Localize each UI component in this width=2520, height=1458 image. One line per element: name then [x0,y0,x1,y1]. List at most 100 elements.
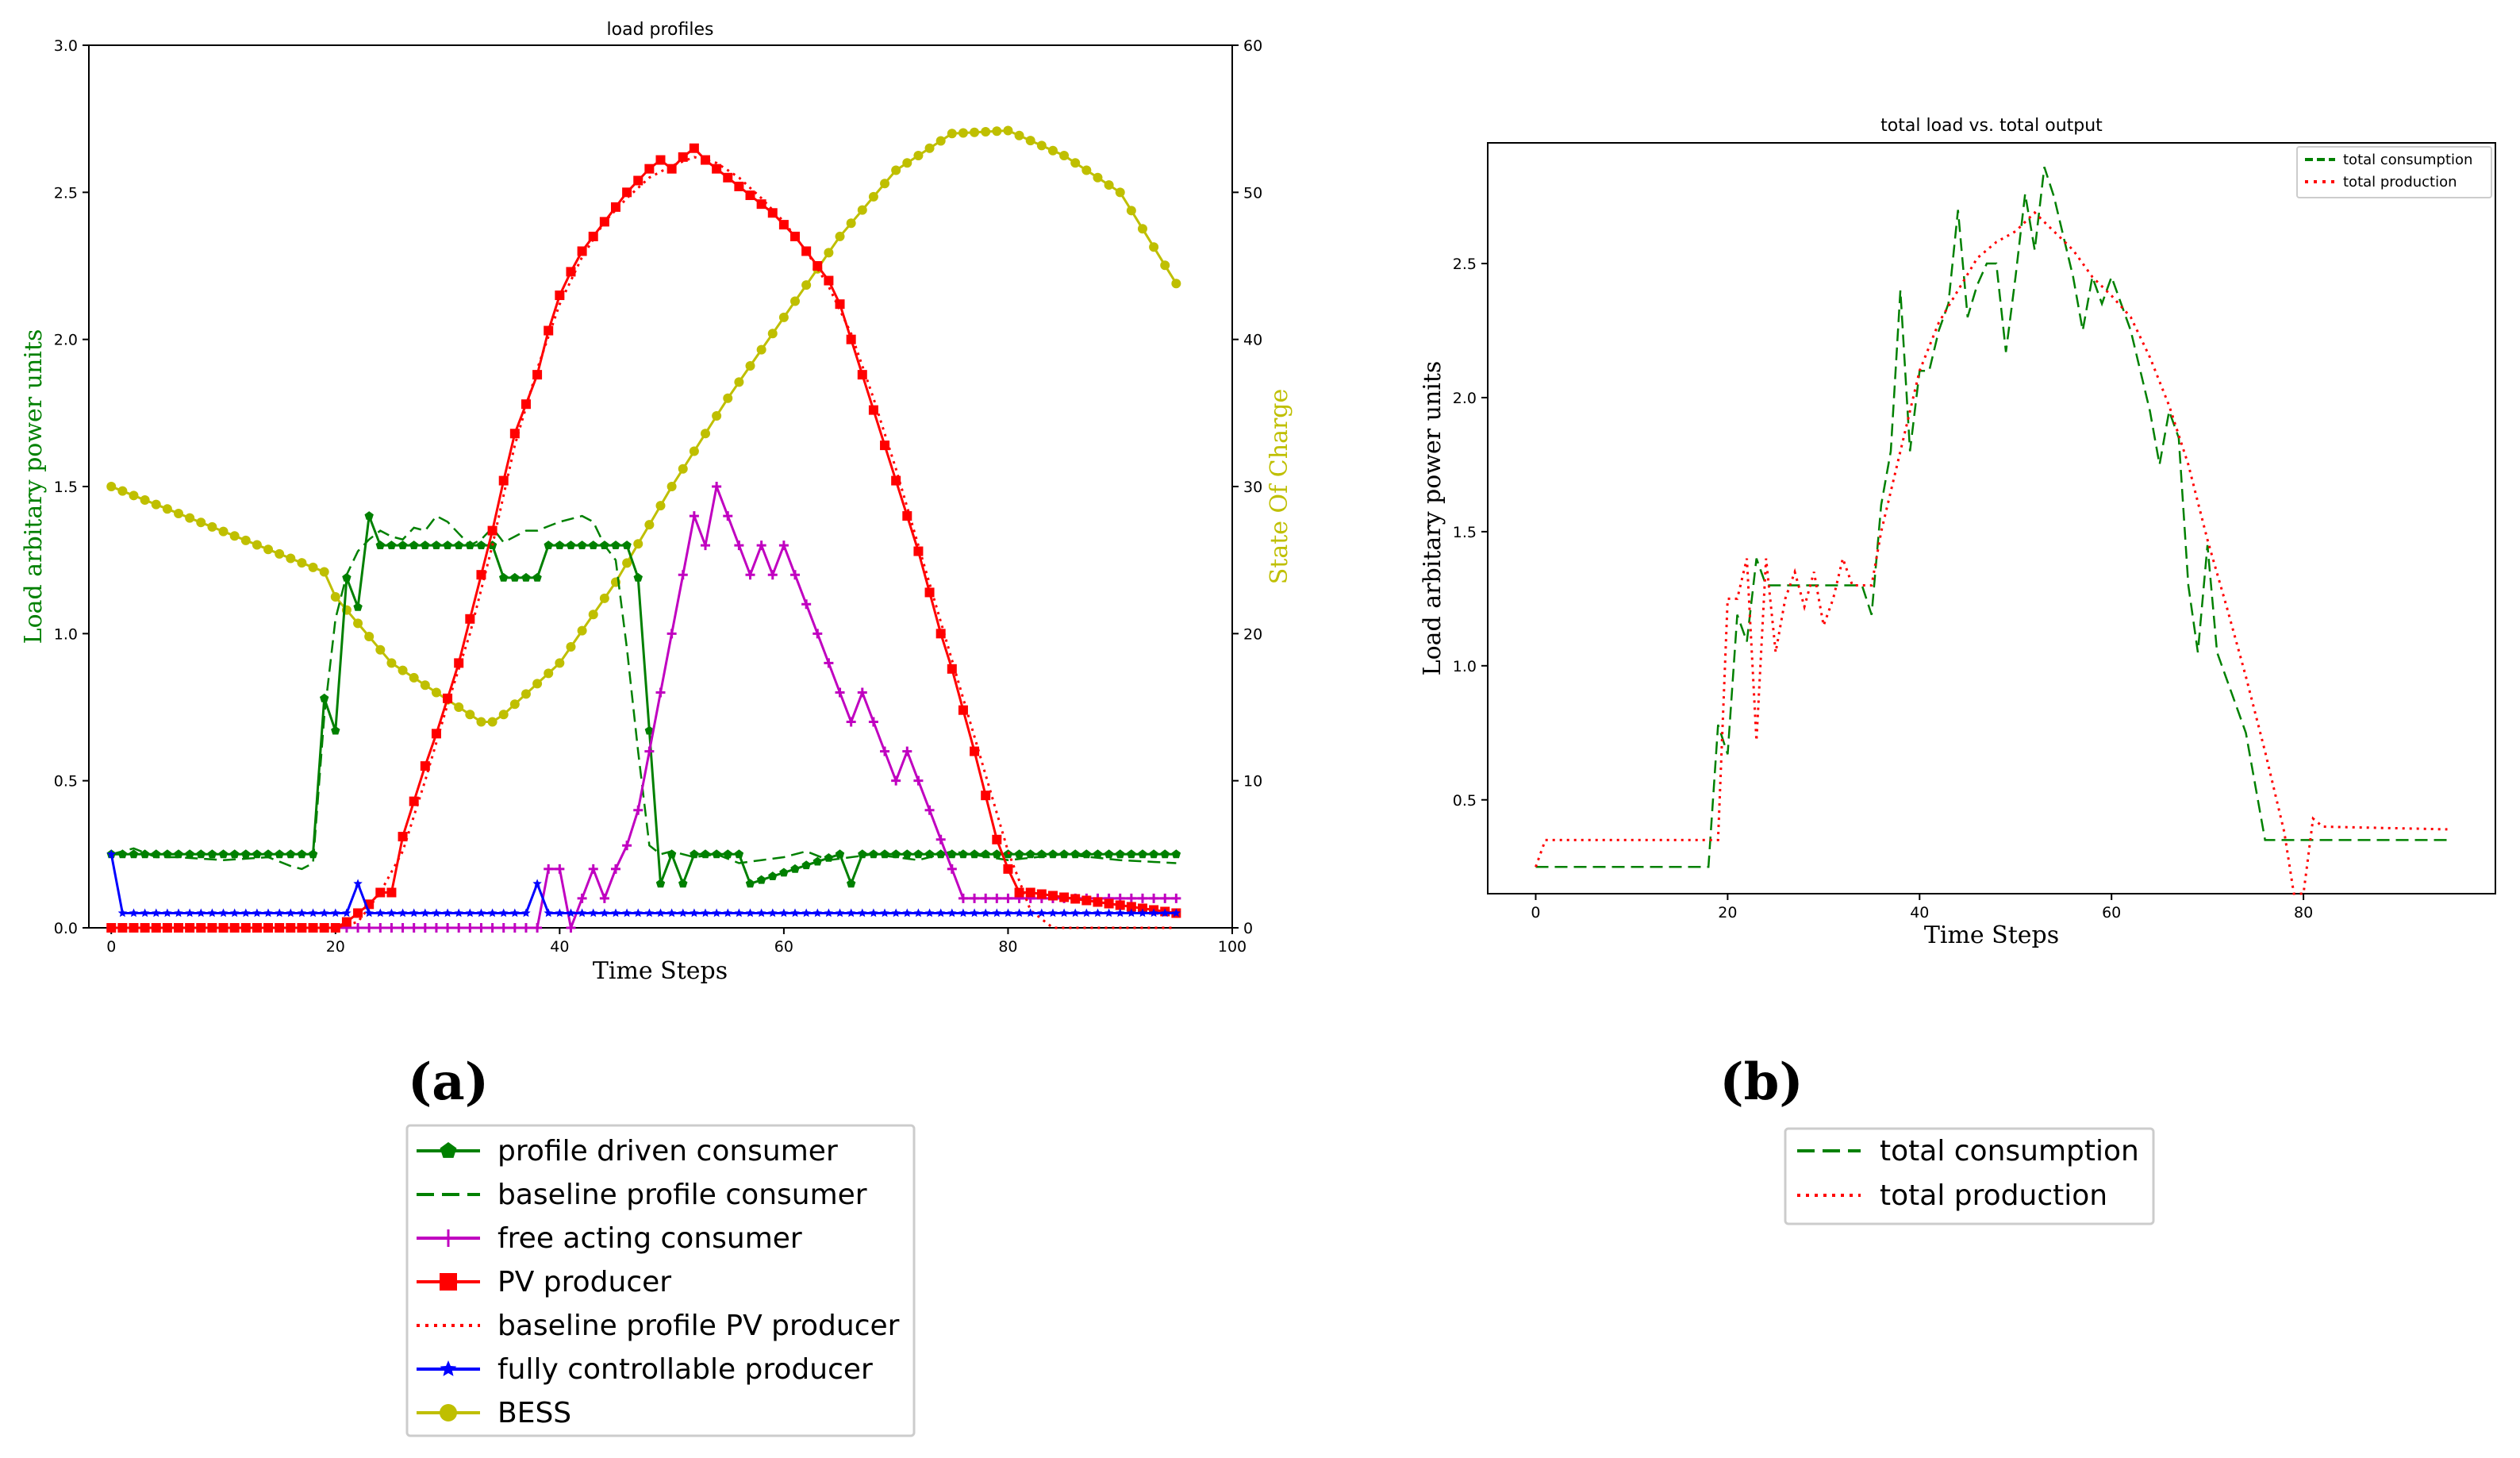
point-pv-producer [723,172,733,183]
point-fully-controllable-producer [499,908,509,918]
legend-entry-total-production: total production [1797,1179,2107,1212]
point-pv-producer [599,217,609,227]
point-bess [633,539,643,549]
point-bess [555,658,565,668]
point-profile-driven-consumer [1081,849,1091,859]
point-profile-driven-consumer [723,849,732,859]
point-fully-controllable-producer [824,908,834,918]
point-bess [286,553,296,564]
panel-a-legend-box [405,1124,916,1437]
panel-a-ytick-label: 1.5 [54,479,78,496]
point-pv-producer [386,887,397,898]
point-free-acting-consumer [992,893,1002,903]
point-bess [1081,165,1092,175]
point-free-acting-consumer [509,923,520,933]
point-free-acting-consumer [454,923,464,933]
point-fully-controllable-producer [801,908,811,918]
point-bess [701,429,711,439]
point-free-acting-consumer [409,923,419,933]
point-fully-controllable-producer [398,908,408,918]
point-pv-producer [532,370,543,380]
point-pv-producer [454,658,464,668]
point-pv-producer [992,834,1002,844]
series-total-consumption [1535,167,2448,868]
point-profile-driven-consumer [891,849,901,859]
point-free-acting-consumer [622,841,632,851]
point-pv-producer [185,923,195,933]
point-fully-controllable-producer [375,908,385,918]
point-profile-driven-consumer [297,849,307,859]
point-profile-driven-consumer [196,849,206,859]
panel-a-ylabel-right: State Of Charge [1266,389,1293,585]
point-pv-producer [868,405,878,415]
point-profile-driven-consumer [398,540,408,549]
point-pv-producer [218,923,229,933]
panel-a-xtick-label: 100 [1218,938,1247,956]
point-free-acting-consumer [487,923,497,933]
point-bess [1093,172,1103,183]
point-fully-controllable-producer [196,908,206,918]
point-fully-controllable-producer [768,908,778,918]
point-pv-producer [712,163,722,174]
panel-a-title: load profiles [607,20,714,40]
point-profile-driven-consumer [812,856,822,866]
point-fully-controllable-producer [308,908,318,918]
panel-b-ytick-label: 1.5 [1453,524,1477,541]
point-pv-producer [880,440,890,451]
point-profile-driven-consumer [858,849,867,859]
point-fully-controllable-producer [218,908,229,918]
point-free-acting-consumer [846,717,856,727]
point-fully-controllable-producer [207,908,217,918]
point-fully-controllable-producer [163,908,172,918]
point-pv-producer [902,511,912,521]
point-bess [846,218,856,229]
point-bess [330,592,340,602]
point-fully-controllable-producer [275,908,284,918]
point-bess [958,128,968,138]
panel-b-xtick-label: 40 [1910,904,1929,921]
point-pv-producer [431,729,441,739]
panel-b-xtick-label: 0 [1531,904,1540,921]
panel-b-inner-legend: total consumption total production [2305,152,2472,190]
point-bess [375,644,386,655]
point-fully-controllable-producer [611,908,620,918]
point-free-acting-consumer [678,570,688,580]
point-profile-driven-consumer [375,540,385,549]
point-pv-producer [801,246,812,256]
point-pv-producer [476,570,486,580]
point-profile-driven-consumer [666,849,677,859]
legend-entry-baseline-profile-pv-producer: baseline profile PV producer [417,1310,900,1342]
point-pv-producer [958,705,968,715]
point-bess [1149,242,1159,252]
point-fully-controllable-producer [320,908,329,918]
point-fully-controllable-producer [847,908,856,918]
point-pv-producer [857,370,867,380]
point-pv-producer [174,923,184,933]
legend-label-fully-controllable-producer: fully controllable producer [497,1353,873,1386]
point-pv-producer [117,923,128,933]
point-profile-driven-consumer [476,540,486,549]
point-profile-driven-consumer [756,875,766,884]
point-fully-controllable-producer [454,908,463,918]
point-pv-producer [790,231,801,241]
point-fully-controllable-producer [297,908,307,918]
point-free-acting-consumer [566,923,576,933]
point-free-acting-consumer [555,864,565,874]
point-bess [924,143,935,153]
point-pv-producer [275,923,285,933]
point-fully-controllable-producer [723,908,732,918]
point-fully-controllable-producer [152,908,161,918]
point-free-acting-consumer [498,923,509,933]
panel-b-xlabel: Time Steps [1924,921,2059,949]
point-bess [487,717,497,727]
point-free-acting-consumer [1149,893,1159,903]
point-bess [129,490,139,501]
point-pv-producer [1047,891,1058,901]
point-profile-driven-consumer [1116,849,1125,859]
point-fully-controllable-producer [869,908,878,918]
point-profile-driven-consumer [353,602,363,611]
point-profile-driven-consumer [207,849,217,859]
point-bess [409,672,419,683]
point-profile-driven-consumer [342,572,351,582]
point-pv-producer [947,664,957,674]
